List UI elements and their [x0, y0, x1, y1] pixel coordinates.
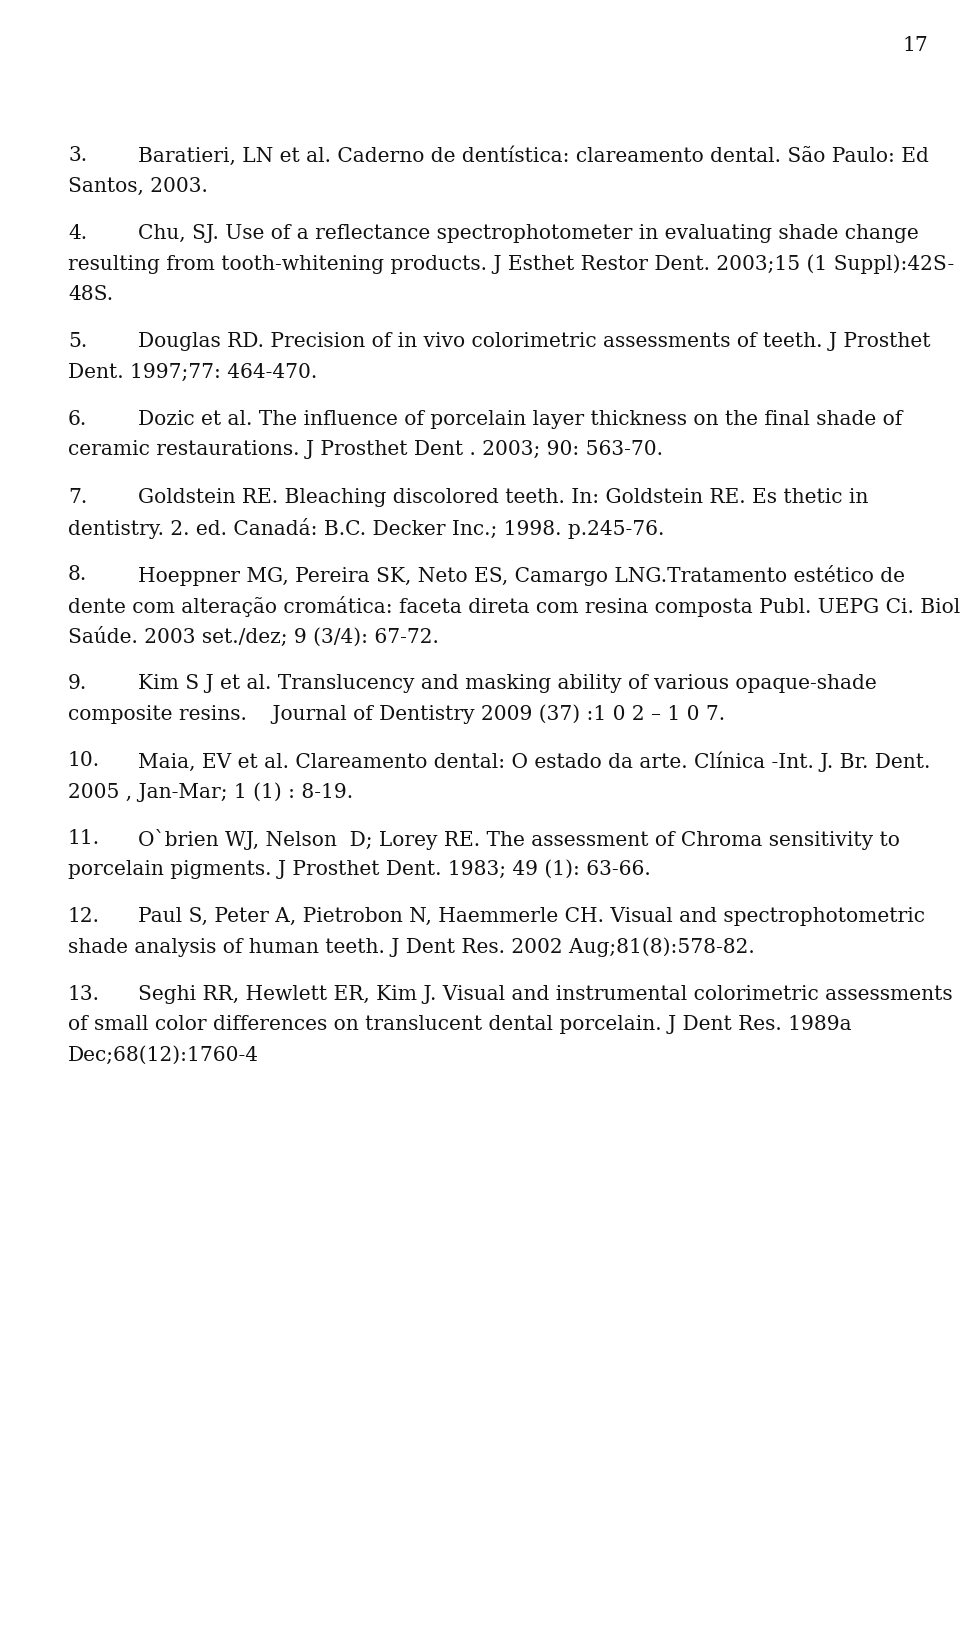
Text: 12.: 12.: [68, 906, 100, 926]
Text: 48S.: 48S.: [68, 285, 113, 303]
Text: Baratieri, LN et al. Caderno de dentística: clareamento dental. São Paulo: Ed: Baratieri, LN et al. Caderno de dentísti…: [138, 147, 929, 166]
Text: 7.: 7.: [68, 487, 87, 507]
Text: Douglas RD. Precision of in vivo colorimetric assessments of teeth. J Prosthet: Douglas RD. Precision of in vivo colorim…: [138, 333, 930, 350]
Text: 2005 , Jan-Mar; 1 (1) : 8-19.: 2005 , Jan-Mar; 1 (1) : 8-19.: [68, 781, 353, 800]
Text: Maia, EV et al. Clareamento dental: O estado da arte. Clínica -Int. J. Br. Dent.: Maia, EV et al. Clareamento dental: O es…: [138, 751, 930, 771]
Text: Goldstein RE. Bleaching discolored teeth. In: Goldstein RE. Es thetic in: Goldstein RE. Bleaching discolored teeth…: [138, 487, 869, 507]
Text: O`brien WJ, Nelson  D; Lorey RE. The assessment of Chroma sensitivity to: O`brien WJ, Nelson D; Lorey RE. The asse…: [138, 828, 900, 849]
Text: Dec;68(12):1760-4: Dec;68(12):1760-4: [68, 1045, 259, 1064]
Text: Paul S, Peter A, Pietrobon N, Haemmerle CH. Visual and spectrophotometric: Paul S, Peter A, Pietrobon N, Haemmerle …: [138, 906, 925, 926]
Text: shade analysis of human teeth. J Dent Res. 2002 Aug;81(8):578-82.: shade analysis of human teeth. J Dent Re…: [68, 937, 755, 957]
Text: 5.: 5.: [68, 333, 87, 350]
Text: Dozic et al. The influence of porcelain layer thickness on the final shade of: Dozic et al. The influence of porcelain …: [138, 409, 902, 429]
Text: 10.: 10.: [68, 751, 100, 769]
Text: composite resins.    Journal of Dentistry 2009 (37) :1 0 2 – 1 0 7.: composite resins. Journal of Dentistry 2…: [68, 704, 725, 724]
Text: Chu, SJ. Use of a reflectance spectrophotometer in evaluating shade change: Chu, SJ. Use of a reflectance spectropho…: [138, 223, 919, 243]
Text: Dent. 1997;77: 464-470.: Dent. 1997;77: 464-470.: [68, 362, 317, 381]
Text: 8.: 8.: [68, 566, 87, 584]
Text: Kim S J et al. Translucency and masking ability of various opaque-shade: Kim S J et al. Translucency and masking …: [138, 673, 876, 693]
Text: 4.: 4.: [68, 223, 87, 243]
Text: 3.: 3.: [68, 147, 87, 165]
Text: 17: 17: [902, 36, 928, 55]
Text: 11.: 11.: [68, 828, 100, 848]
Text: 9.: 9.: [68, 673, 87, 693]
Text: Seghi RR, Hewlett ER, Kim J. Visual and instrumental colorimetric assessments: Seghi RR, Hewlett ER, Kim J. Visual and …: [138, 985, 952, 1002]
Text: 13.: 13.: [68, 985, 100, 1002]
Text: Saúde. 2003 set./dez; 9 (3/4): 67-72.: Saúde. 2003 set./dez; 9 (3/4): 67-72.: [68, 626, 439, 645]
Text: dente com alteração cromática: faceta direta com resina composta Publ. UEPG Ci. : dente com alteração cromática: faceta di…: [68, 595, 960, 616]
Text: Santos, 2003.: Santos, 2003.: [68, 176, 208, 196]
Text: porcelain pigments. J Prosthet Dent. 1983; 49 (1): 63-66.: porcelain pigments. J Prosthet Dent. 198…: [68, 859, 651, 879]
Text: Hoeppner MG, Pereira SK, Neto ES, Camargo LNG.Tratamento estético de: Hoeppner MG, Pereira SK, Neto ES, Camarg…: [138, 566, 905, 587]
Text: of small color differences on translucent dental porcelain. J Dent Res. 1989a: of small color differences on translucen…: [68, 1014, 852, 1033]
Text: ceramic restaurations. J Prosthet Dent . 2003; 90: 563-70.: ceramic restaurations. J Prosthet Dent .…: [68, 440, 663, 460]
Text: resulting from tooth-whitening products. J Esthet Restor Dent. 2003;15 (1 Suppl): resulting from tooth-whitening products.…: [68, 254, 954, 274]
Text: 6.: 6.: [68, 409, 87, 429]
Text: dentistry. 2. ed. Canadá: B.C. Decker Inc.; 1998. p.245-76.: dentistry. 2. ed. Canadá: B.C. Decker In…: [68, 518, 664, 540]
